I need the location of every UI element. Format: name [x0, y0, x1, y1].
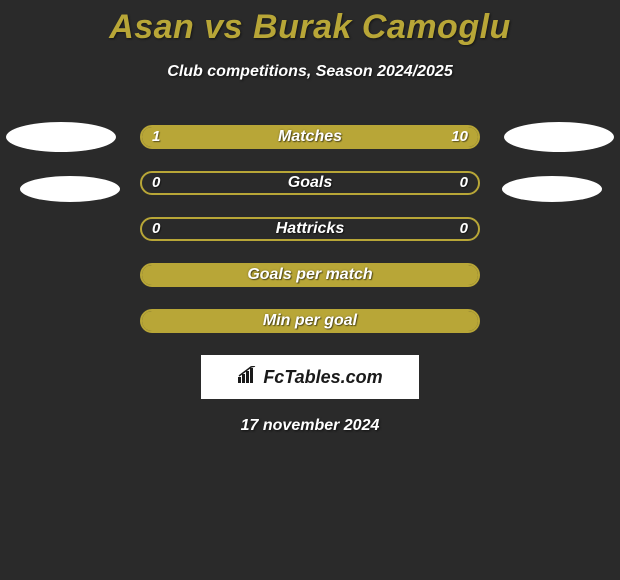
bar-hattricks: 0 Hattricks 0: [140, 217, 480, 241]
bar-label: Matches: [142, 127, 478, 147]
bar-label: Goals: [142, 173, 478, 193]
bars-container: 1 Matches 10 0 Goals 0 0 Hattricks 0 Goa…: [140, 125, 480, 333]
avatar-right-1: [504, 122, 614, 152]
logo-text: FcTables.com: [263, 367, 382, 388]
chart-icon: [237, 366, 259, 389]
bar-value-right: 0: [460, 173, 468, 193]
page-title: Asan vs Burak Camoglu: [0, 0, 620, 47]
bar-min-per-goal: Min per goal: [140, 309, 480, 333]
avatar-right-2: [502, 176, 602, 202]
bar-matches: 1 Matches 10: [140, 125, 480, 149]
bar-value-right: 10: [451, 127, 468, 147]
bar-label: Goals per match: [142, 265, 478, 285]
bar-value-right: 0: [460, 219, 468, 239]
logo: FcTables.com: [237, 366, 382, 389]
subtitle: Club competitions, Season 2024/2025: [0, 63, 620, 81]
logo-box[interactable]: FcTables.com: [201, 355, 419, 399]
bar-goals: 0 Goals 0: [140, 171, 480, 195]
avatar-left-2: [20, 176, 120, 202]
avatar-left-1: [6, 122, 116, 152]
date-text: 17 november 2024: [0, 417, 620, 435]
bar-label: Hattricks: [142, 219, 478, 239]
bar-goals-per-match: Goals per match: [140, 263, 480, 287]
bar-label: Min per goal: [142, 311, 478, 331]
